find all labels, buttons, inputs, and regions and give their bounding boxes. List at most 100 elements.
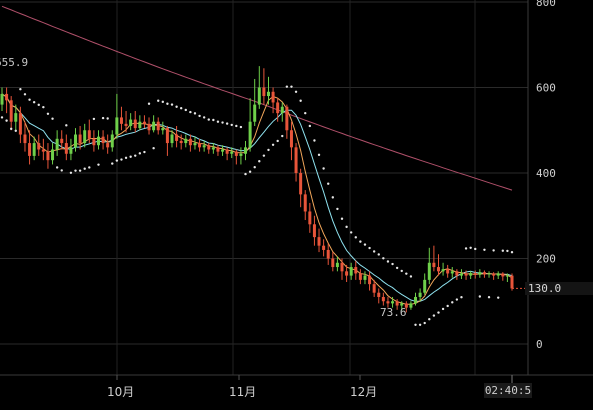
sar-dot [441,307,445,311]
sar-dot [267,148,270,152]
sar-dot [395,266,399,270]
moving-average-mid-line [1,93,513,302]
sar-dot [308,124,312,128]
sar-dot [501,249,505,252]
moving-average-long-line [1,5,513,191]
sar-dot [74,169,77,172]
candle-body [354,267,358,274]
sar-dot [101,116,105,120]
sar-dot [464,247,468,250]
crosshair-time-tag: 02:40:5 [484,383,532,398]
candle-body [303,194,307,212]
candle-body [92,138,96,146]
sar-dot [115,159,119,162]
sar-dot [225,122,229,125]
candle-body [414,296,418,304]
candle-body [473,273,477,275]
candle-body [129,119,133,126]
sar-dot [386,260,390,263]
moving-average-short-line [1,93,513,305]
candle-body [69,147,73,154]
candle-body [216,147,220,152]
sar-dot [239,125,243,129]
candle-body [55,138,59,150]
candle-body [427,262,431,280]
candle-body [147,123,151,131]
candle-body [115,117,119,135]
candle-body [124,123,128,126]
candle-body [492,273,496,276]
candle-body [308,211,312,225]
sar-dot [88,166,91,169]
candle-body [175,134,179,141]
sar-dot [418,323,422,326]
candle-body [266,91,270,97]
candle-body [510,275,514,289]
sar-dot [193,112,197,115]
candle-body [234,151,238,156]
parabolic-sar-dots [0,85,514,326]
sar-dot [317,153,321,157]
candle-body [400,303,404,306]
candle-body [152,121,156,131]
sar-dot [124,156,128,160]
candle-body [248,121,252,148]
sar-dot [97,163,100,166]
sar-dot [460,295,463,299]
candle-body [280,106,284,114]
candle-body [455,271,459,276]
ma-mid-path [1,93,513,302]
candle-body [285,106,289,131]
y-tick-label: 600 [536,82,556,95]
current-price-tag: 130.0 [525,282,593,295]
sar-dot [202,116,206,119]
candle-body [271,91,275,103]
candle-body [37,143,41,150]
candle-body [119,117,123,124]
candle-body [0,93,4,105]
candle-body [487,273,491,275]
candle-body [244,147,248,154]
y-tick-label: 200 [536,253,556,266]
sar-dot [37,103,40,107]
sar-dot [363,243,367,246]
candle-body [74,134,78,148]
candle-body [386,301,390,304]
candle-body [340,262,344,272]
candle-body [41,149,45,152]
candle-body [482,272,486,275]
candle-body [335,262,339,268]
candle-body [87,130,91,139]
sar-dot [271,143,275,146]
sar-dot [372,250,376,253]
candle-body [505,275,509,277]
candle-body [110,134,114,148]
sar-dot [129,155,132,158]
candle-body [230,151,234,154]
candle-body [198,143,202,148]
candle-body [464,273,468,276]
candle-body [423,279,427,293]
sar-dot [175,105,178,108]
sar-dot [336,207,339,211]
candle-body [9,100,13,122]
sar-dot [497,296,500,299]
candle-body [60,138,64,144]
candle-body [349,267,353,276]
sar-dot [78,169,82,172]
sar-dot [189,110,192,114]
sar-dot [262,154,266,157]
candle-body [32,143,36,156]
candle-body [363,275,367,280]
sar-dot [253,166,256,169]
sar-dot [134,154,137,157]
candle-body [276,102,280,114]
candle-body [207,145,211,150]
sar-dot [258,160,261,163]
sar-dot [92,117,96,121]
sar-dot [327,182,330,185]
candle-body [184,138,188,144]
sar-dot [230,123,233,127]
sar-dot [414,323,417,326]
